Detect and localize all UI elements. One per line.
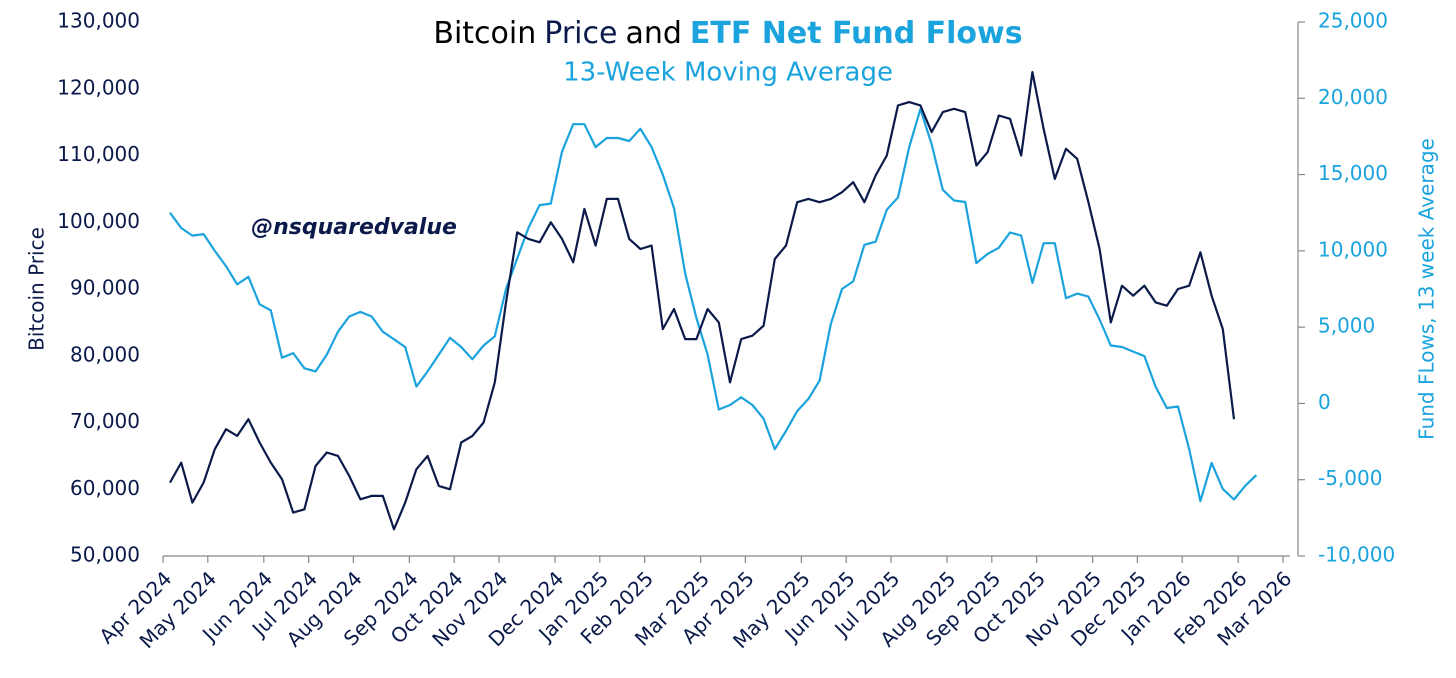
y-tick-label: 50,000: [70, 543, 140, 567]
y2-axis-label: Fund FLows, 13 week Average: [1415, 138, 1439, 440]
chart-title: Bitcoin Price and ETF Net Fund Flows: [433, 16, 1022, 51]
y2-tick-label: -5,000: [1318, 466, 1382, 490]
y-tick-label: 120,000: [57, 75, 140, 99]
y-tick-label: 110,000: [57, 142, 140, 166]
title-part: ETF Net Fund Flows: [690, 16, 1023, 51]
y2-tick-label: 20,000: [1318, 85, 1388, 109]
annotation: @nsquaredvalue: [251, 215, 457, 240]
title-part: Price: [544, 16, 617, 51]
y2-tick-label: 25,000: [1318, 9, 1388, 33]
series-line: [169, 107, 1258, 503]
y2-tick-label: -10,000: [1318, 543, 1395, 567]
y2-tick-label: 15,000: [1318, 161, 1388, 185]
series-line: [169, 71, 1236, 531]
y-tick-label: 100,000: [57, 209, 140, 233]
title-part: and: [625, 16, 681, 51]
title-part: Bitcoin: [433, 16, 536, 51]
y2-tick-label: 0: [1318, 390, 1331, 414]
y-tick-label: 130,000: [57, 9, 140, 33]
y2-tick-label: 5,000: [1318, 314, 1375, 338]
y-tick-label: 60,000: [70, 476, 140, 500]
y2-tick-label: 10,000: [1318, 237, 1388, 261]
y-axis-label: Bitcoin Price: [25, 227, 49, 351]
y-tick-label: 80,000: [70, 342, 140, 366]
chart-subtitle: 13-Week Moving Average: [563, 58, 893, 88]
y-tick-label: 70,000: [70, 409, 140, 433]
y-tick-label: 90,000: [70, 276, 140, 300]
